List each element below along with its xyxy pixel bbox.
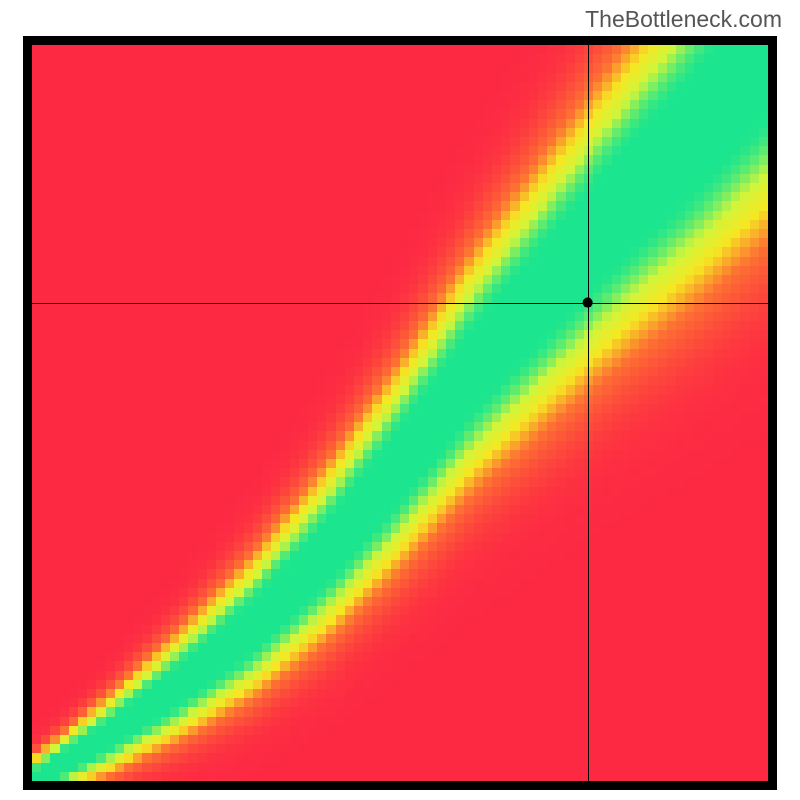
heatmap-figure — [23, 36, 777, 790]
watermark-text: TheBottleneck.com — [585, 6, 782, 33]
heatmap-canvas — [23, 36, 777, 790]
